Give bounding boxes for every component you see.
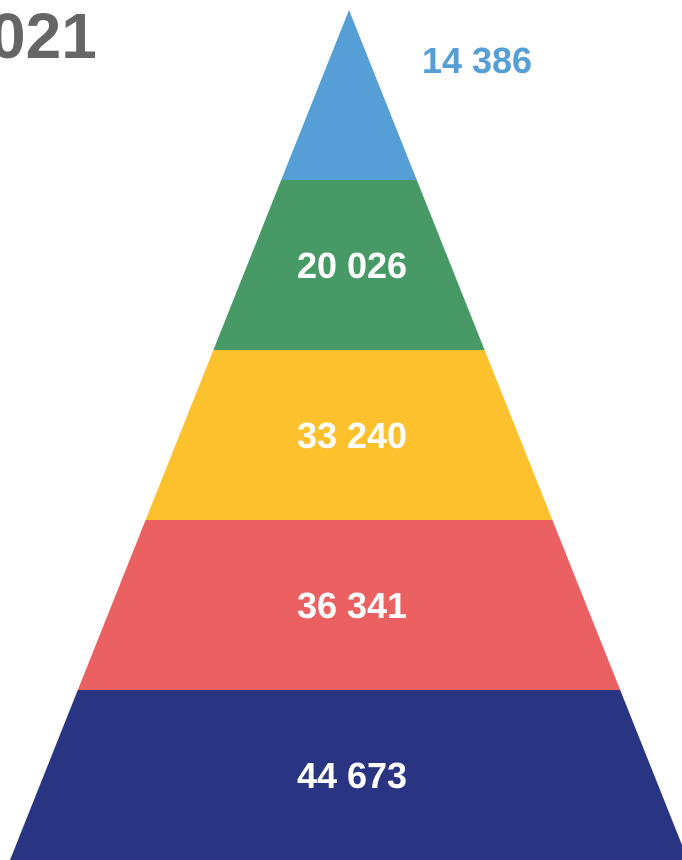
pyramid-layer-label-3: 33 240 bbox=[297, 415, 407, 456]
chart-title: 021 bbox=[0, 0, 97, 72]
pyramid-layer-1 bbox=[281, 10, 417, 180]
pyramid-layer-4 bbox=[77, 520, 621, 690]
pyramid-layer-label-1: 14 386 bbox=[422, 40, 532, 81]
pyramid-layer-3 bbox=[145, 350, 553, 520]
pyramid-layer-2 bbox=[213, 180, 485, 350]
pyramid-layers bbox=[10, 10, 682, 860]
pyramid-layer-label-2: 20 026 bbox=[297, 245, 407, 286]
pyramid-layer-5 bbox=[10, 690, 682, 860]
pyramid-layer-label-5: 44 673 bbox=[297, 755, 407, 796]
pyramid-layer-label-4: 36 341 bbox=[297, 585, 407, 626]
pyramid-labels: 14 386 20 026 33 240 36 341 44 673 bbox=[297, 40, 532, 796]
